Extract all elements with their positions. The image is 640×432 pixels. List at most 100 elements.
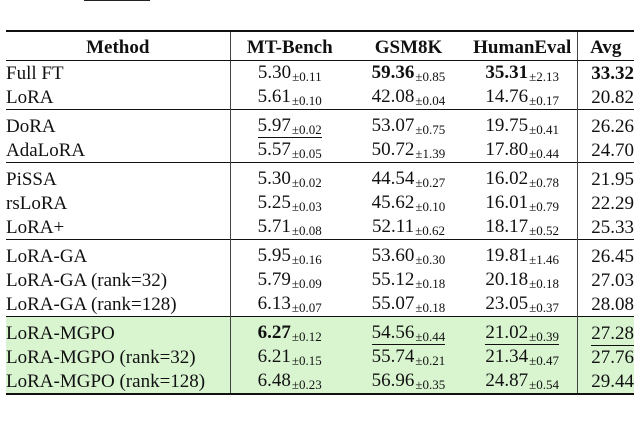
- mt-bench-std: ±0.08: [291, 223, 322, 238]
- humaneval-std: ±0.17: [529, 93, 560, 108]
- gsm8k-value: 42.08: [371, 86, 415, 107]
- method-cell: LoRA-GA: [6, 239, 231, 268]
- humaneval-value: 24.87: [485, 370, 529, 391]
- mt-bench-value: 5.25: [257, 192, 291, 213]
- humaneval-value: 14.76: [485, 86, 529, 107]
- mt-bench-value: 5.95: [257, 245, 291, 266]
- header-humaneval: HumanEval: [468, 30, 578, 61]
- mt-bench-std: ±0.15: [291, 353, 322, 368]
- gsm8k-std: ±0.27: [415, 175, 446, 190]
- gsm8k-value: 55.07: [371, 293, 415, 314]
- humaneval-std: ±1.46: [529, 252, 560, 267]
- method-cell: LoRA: [6, 85, 231, 110]
- humaneval-std: ±0.18: [529, 276, 560, 291]
- mt-bench-std: ±0.05: [291, 146, 322, 161]
- humaneval-value: 19.75: [485, 115, 529, 136]
- table-row: LoRA-MGPO 6.27±0.12 54.56±0.44 21.02±0.3…: [6, 316, 634, 346]
- gsm8k-value: 53.60: [371, 245, 415, 266]
- gsm8k-std: ±0.21: [415, 353, 446, 368]
- avg-value: 26.45: [591, 245, 634, 267]
- gsm8k-std: ±1.39: [415, 146, 446, 161]
- mt-bench-value: 5.97: [257, 115, 291, 136]
- mt-bench-std: ±0.02: [291, 175, 322, 190]
- avg-value: 26.26: [591, 115, 634, 137]
- gsm8k-std: ±0.18: [415, 300, 446, 315]
- table-row: LoRA-MGPO (rank=32) 6.21±0.15 55.74±0.21…: [6, 345, 634, 369]
- gsm8k-std: ±0.44: [415, 329, 446, 344]
- mt-bench-value: 6.13: [257, 293, 291, 314]
- humaneval-std: ±0.78: [529, 175, 560, 190]
- method-cell: LoRA-GA (rank=32): [6, 268, 231, 292]
- mt-bench-value: 6.21: [257, 346, 291, 367]
- method-cell: LoRA+: [6, 215, 231, 240]
- humaneval-value: 21.34: [485, 346, 529, 367]
- table-row: LoRA-MGPO (rank=128) 6.48±0.23 56.96±0.3…: [6, 369, 634, 395]
- method-cell: PiSSA: [6, 162, 231, 191]
- humaneval-std: ±0.54: [529, 377, 560, 392]
- gsm8k-value: 55.74: [371, 346, 415, 367]
- humaneval-std: ±0.47: [529, 353, 560, 368]
- mt-bench-std: ±0.03: [291, 199, 322, 214]
- gsm8k-std: ±0.85: [415, 69, 446, 84]
- humaneval-std: ±0.41: [529, 122, 560, 137]
- gsm8k-value: 53.07: [371, 115, 415, 136]
- mt-bench-std: ±0.02: [291, 122, 322, 137]
- gsm8k-std: ±0.30: [415, 252, 446, 267]
- humaneval-std: ±0.44: [529, 146, 560, 161]
- mt-bench-std: ±0.09: [291, 276, 322, 291]
- avg-value: 33.32: [591, 62, 634, 84]
- table-row: LoRA-GA (rank=32) 5.79±0.09 55.12±0.18 2…: [6, 268, 634, 292]
- humaneval-value: 23.05: [485, 293, 529, 314]
- method-cell: LoRA-GA (rank=128): [6, 292, 231, 317]
- table-row: AdaLoRA 5.57±0.05 50.72±1.39 17.80±0.44 …: [6, 138, 634, 163]
- mt-bench-value: 6.27: [257, 322, 291, 343]
- mt-bench-value: 5.30: [257, 168, 291, 189]
- avg-value: 28.08: [591, 293, 634, 315]
- avg-value: 24.70: [591, 139, 634, 161]
- humaneval-value: 19.81: [485, 245, 529, 266]
- results-table: Method MT-Bench GSM8K HumanEval Avg Full…: [6, 30, 634, 395]
- method-cell: AdaLoRA: [6, 138, 231, 163]
- top-rule-stub: [84, 0, 150, 1]
- table-row: LoRA+ 5.71±0.08 52.11±0.62 18.17±0.52 25…: [6, 215, 634, 240]
- humaneval-value: 21.02: [485, 322, 529, 343]
- method-cell: LoRA-MGPO (rank=32): [6, 345, 231, 369]
- mt-bench-value: 5.79: [257, 269, 291, 290]
- mt-bench-value: 6.48: [257, 370, 291, 391]
- humaneval-value: 16.01: [485, 192, 529, 213]
- gsm8k-std: ±0.18: [415, 276, 446, 291]
- table-row: DoRA 5.97±0.02 53.07±0.75 19.75±0.41 26.…: [6, 109, 634, 138]
- method-cell: rsLoRA: [6, 191, 231, 215]
- header-method: Method: [6, 30, 231, 61]
- humaneval-std: ±0.79: [529, 199, 560, 214]
- avg-value: 27.76: [591, 346, 634, 368]
- avg-value: 22.29: [591, 192, 634, 214]
- gsm8k-std: ±0.75: [415, 122, 446, 137]
- mt-bench-std: ±0.07: [291, 300, 322, 315]
- humaneval-std: ±0.52: [529, 223, 560, 238]
- method-cell: LoRA-MGPO (rank=128): [6, 369, 231, 395]
- mt-bench-value: 5.57: [257, 139, 291, 160]
- table-row: Full FT 5.30±0.11 59.36±0.85 35.31±2.13 …: [6, 60, 634, 85]
- gsm8k-std: ±0.35: [415, 377, 446, 392]
- avg-value: 27.28: [591, 322, 634, 346]
- header-avg: Avg: [577, 30, 634, 61]
- humaneval-std: ±0.39: [529, 329, 560, 344]
- gsm8k-value: 52.11: [372, 216, 415, 237]
- gsm8k-value: 45.62: [371, 192, 415, 213]
- avg-value: 27.03: [591, 269, 634, 291]
- mt-bench-value: 5.61: [257, 86, 291, 107]
- mt-bench-std: ±0.10: [291, 93, 322, 108]
- avg-value: 25.33: [591, 216, 634, 238]
- gsm8k-value: 55.12: [371, 269, 415, 290]
- table-row: LoRA 5.61±0.10 42.08±0.04 14.76±0.17 20.…: [6, 85, 634, 110]
- gsm8k-std: ±0.10: [415, 199, 446, 214]
- humaneval-value: 20.18: [485, 269, 529, 290]
- humaneval-value: 35.31: [485, 62, 529, 83]
- gsm8k-value: 59.36: [371, 62, 415, 83]
- mt-bench-value: 5.30: [257, 62, 292, 83]
- avg-value: 21.95: [591, 168, 634, 190]
- mt-bench-value: 5.71: [257, 216, 291, 237]
- table-row: PiSSA 5.30±0.02 44.54±0.27 16.02±0.78 21…: [6, 162, 634, 191]
- mt-bench-std: ±0.11: [292, 69, 322, 84]
